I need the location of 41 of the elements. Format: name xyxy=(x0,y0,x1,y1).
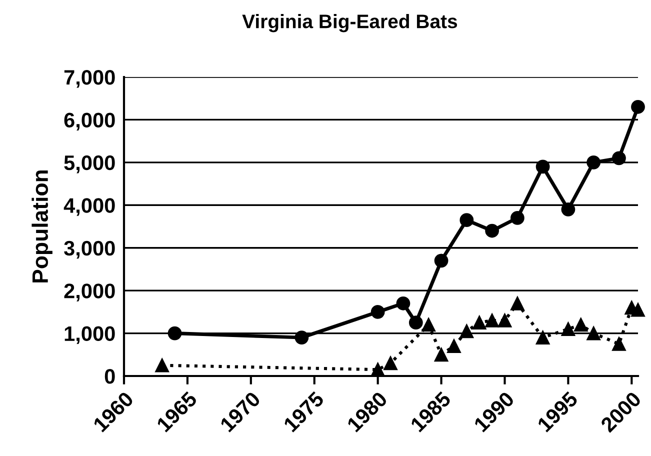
point xyxy=(485,314,499,328)
y-tick-label: 4,000 xyxy=(64,198,115,216)
point xyxy=(536,160,550,174)
point xyxy=(510,296,524,310)
y-tick-label: 0 xyxy=(104,369,115,384)
point xyxy=(561,322,576,336)
chart-title: Virginia Big-Eared Bats xyxy=(242,14,458,32)
point xyxy=(460,324,474,338)
point xyxy=(612,337,626,351)
y-tick-label: 3,000 xyxy=(64,240,115,259)
point xyxy=(574,318,588,332)
point xyxy=(586,326,601,340)
point xyxy=(422,318,436,332)
point xyxy=(498,314,512,328)
point xyxy=(536,330,550,344)
y-tick-label: 2,000 xyxy=(64,284,115,302)
y-tick-label: 1,000 xyxy=(64,326,115,344)
point xyxy=(370,304,385,319)
point xyxy=(561,202,576,216)
point xyxy=(396,296,410,310)
y-tick-label: 7,000 xyxy=(64,70,115,88)
point xyxy=(447,339,461,354)
point xyxy=(631,302,645,317)
point xyxy=(460,213,474,228)
point xyxy=(472,316,486,330)
point xyxy=(434,348,448,362)
point xyxy=(631,100,645,114)
y-axis-title: Population xyxy=(32,170,52,282)
point xyxy=(485,224,499,238)
point xyxy=(168,326,182,340)
point xyxy=(612,151,626,166)
y-tick-label: 6,000 xyxy=(64,112,115,130)
point xyxy=(155,358,170,372)
point xyxy=(294,330,309,344)
point xyxy=(384,356,398,370)
y-tick-label: 5,000 xyxy=(64,155,115,174)
point xyxy=(510,211,524,225)
point xyxy=(586,155,601,170)
point xyxy=(370,362,385,377)
point xyxy=(408,316,423,330)
point xyxy=(434,254,448,268)
